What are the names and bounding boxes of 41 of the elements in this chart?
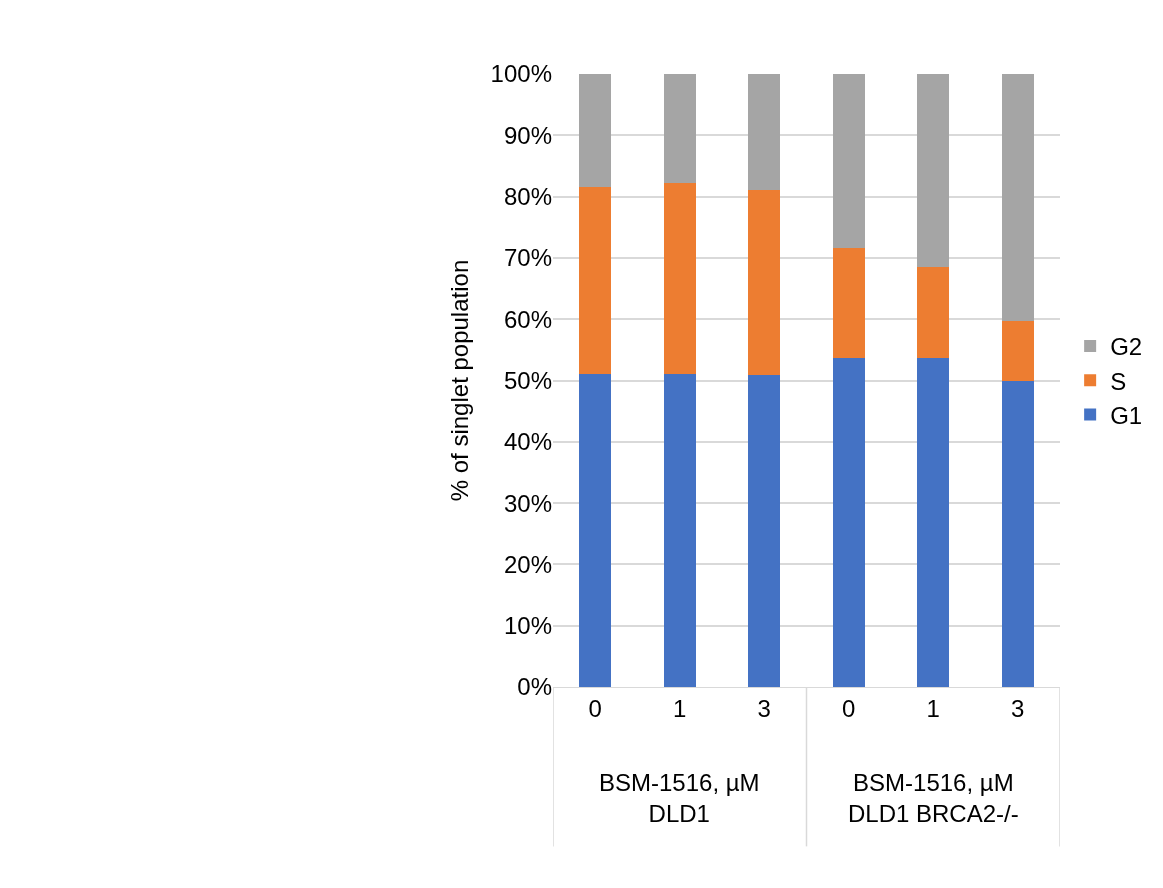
bar (579, 187, 612, 374)
bar (832, 248, 865, 359)
y-tick-label: 0% (517, 673, 552, 701)
bar (579, 373, 612, 687)
y-tick-label: 70% (503, 244, 552, 272)
x-tick-label: 1 (926, 694, 940, 722)
text: BSM-1516, µM DLD1 (599, 769, 760, 828)
y-tick-label: 90% (503, 121, 552, 149)
bar (663, 183, 696, 374)
bar (663, 74, 696, 184)
bar (748, 189, 781, 375)
y-tick-label: 100% (490, 60, 552, 88)
bar (832, 74, 865, 249)
bar (1001, 321, 1034, 381)
text: BSM-1516, µM DLD1 BRCA2-/- (848, 769, 1019, 828)
legend-label: G2 (1110, 333, 1143, 361)
bar (748, 374, 781, 687)
legend-label: G1 (1110, 401, 1143, 429)
x-tick-label: 3 (1011, 694, 1025, 722)
y-axis-title: % of singlet population (445, 259, 473, 502)
bar (1001, 74, 1034, 322)
legend-label: S (1110, 367, 1127, 395)
bar (748, 74, 781, 190)
bar (1001, 380, 1034, 687)
y-tick-label: 10% (503, 612, 552, 640)
bar (917, 358, 950, 687)
x-tick-label: 3 (757, 694, 771, 722)
y-tick-label: 60% (503, 305, 552, 333)
bar (579, 74, 612, 188)
y-tick-label: 50% (503, 366, 552, 394)
y-tick-label: 20% (503, 550, 552, 578)
bar (917, 267, 950, 359)
x-tick-label: 0 (588, 694, 602, 722)
bar (917, 74, 950, 268)
y-tick-label: 30% (503, 489, 552, 517)
bar (832, 358, 865, 687)
y-tick-label: 80% (503, 183, 552, 210)
y-tick-label: 40% (503, 428, 552, 456)
x-tick-label: 0 (842, 694, 856, 722)
x-tick-label: 1 (673, 694, 687, 722)
bar (663, 373, 696, 687)
